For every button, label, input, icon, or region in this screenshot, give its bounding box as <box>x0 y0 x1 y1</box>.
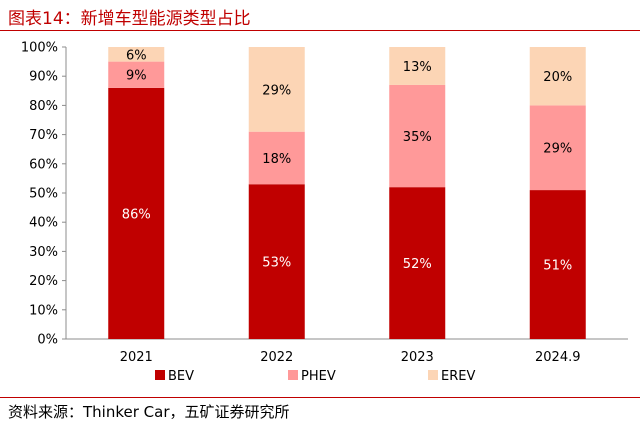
y-tick-label: 20% <box>29 274 58 289</box>
y-tick-label: 0% <box>37 333 58 348</box>
bar-phev-2024.9 <box>529 105 586 191</box>
y-tick-label: 100% <box>21 41 58 56</box>
legend-swatch-phev <box>288 370 298 380</box>
bar-erev-2021 <box>108 47 165 62</box>
y-tick-label: 40% <box>29 216 58 231</box>
bar-erev-2023 <box>389 47 446 85</box>
data-label-erev: 6% <box>126 48 147 63</box>
x-tick-label: 2021 <box>120 350 153 365</box>
y-tick-label: 10% <box>29 303 58 318</box>
legend-label-phev: PHEV <box>301 369 336 384</box>
stacked-bar-chart: 0% 10% 20% 30% 40% 50% 60% 70% 80% 90% 100% 86% 9% 6%… <box>21 41 628 384</box>
title-rule <box>0 30 640 31</box>
data-label-erev: 29% <box>262 83 291 98</box>
legend-swatch-bev <box>155 370 165 380</box>
data-label-phev: 29% <box>543 142 572 157</box>
source-note: 资料来源：Thinker Car，五矿证券研究所 <box>8 403 290 421</box>
bar-phev-2021 <box>108 61 165 88</box>
x-tick-label: 2022 <box>260 350 293 365</box>
legend-label-bev: BEV <box>168 369 194 384</box>
data-label-phev: 35% <box>403 130 432 145</box>
bar-bev-2021 <box>108 87 165 339</box>
bar-phev-2022 <box>248 131 305 185</box>
legend-label-erev: EREV <box>441 369 475 384</box>
data-label-erev: 13% <box>403 60 432 75</box>
y-tick-label: 50% <box>29 187 58 202</box>
y-tick-label: 30% <box>29 245 58 260</box>
bar-bev-2023 <box>389 187 446 339</box>
y-tick-label: 80% <box>29 99 58 114</box>
legend-swatch-erev <box>428 370 438 380</box>
bar-phev-2023 <box>389 84 446 188</box>
bar-bev-2022 <box>248 184 305 339</box>
source-rule <box>0 397 640 398</box>
x-tick-label: 2023 <box>401 350 434 365</box>
data-label-phev: 9% <box>126 69 147 84</box>
bar-bev-2024.9 <box>529 190 586 339</box>
data-label-erev: 20% <box>543 70 572 85</box>
y-tick-label: 60% <box>29 157 58 172</box>
y-tick-label: 90% <box>29 70 58 85</box>
data-label-bev: 52% <box>403 257 432 272</box>
data-label-bev: 51% <box>543 259 572 274</box>
data-label-bev: 53% <box>262 256 291 271</box>
x-tick-label: 2024.9 <box>535 350 581 365</box>
bar-erev-2024.9 <box>529 47 586 106</box>
data-label-bev: 86% <box>122 207 151 222</box>
chart-title: 图表14：新增车型能源类型占比 <box>8 9 251 29</box>
y-tick-label: 70% <box>29 128 58 143</box>
bar-erev-2022 <box>248 47 305 132</box>
data-label-phev: 18% <box>262 152 291 167</box>
